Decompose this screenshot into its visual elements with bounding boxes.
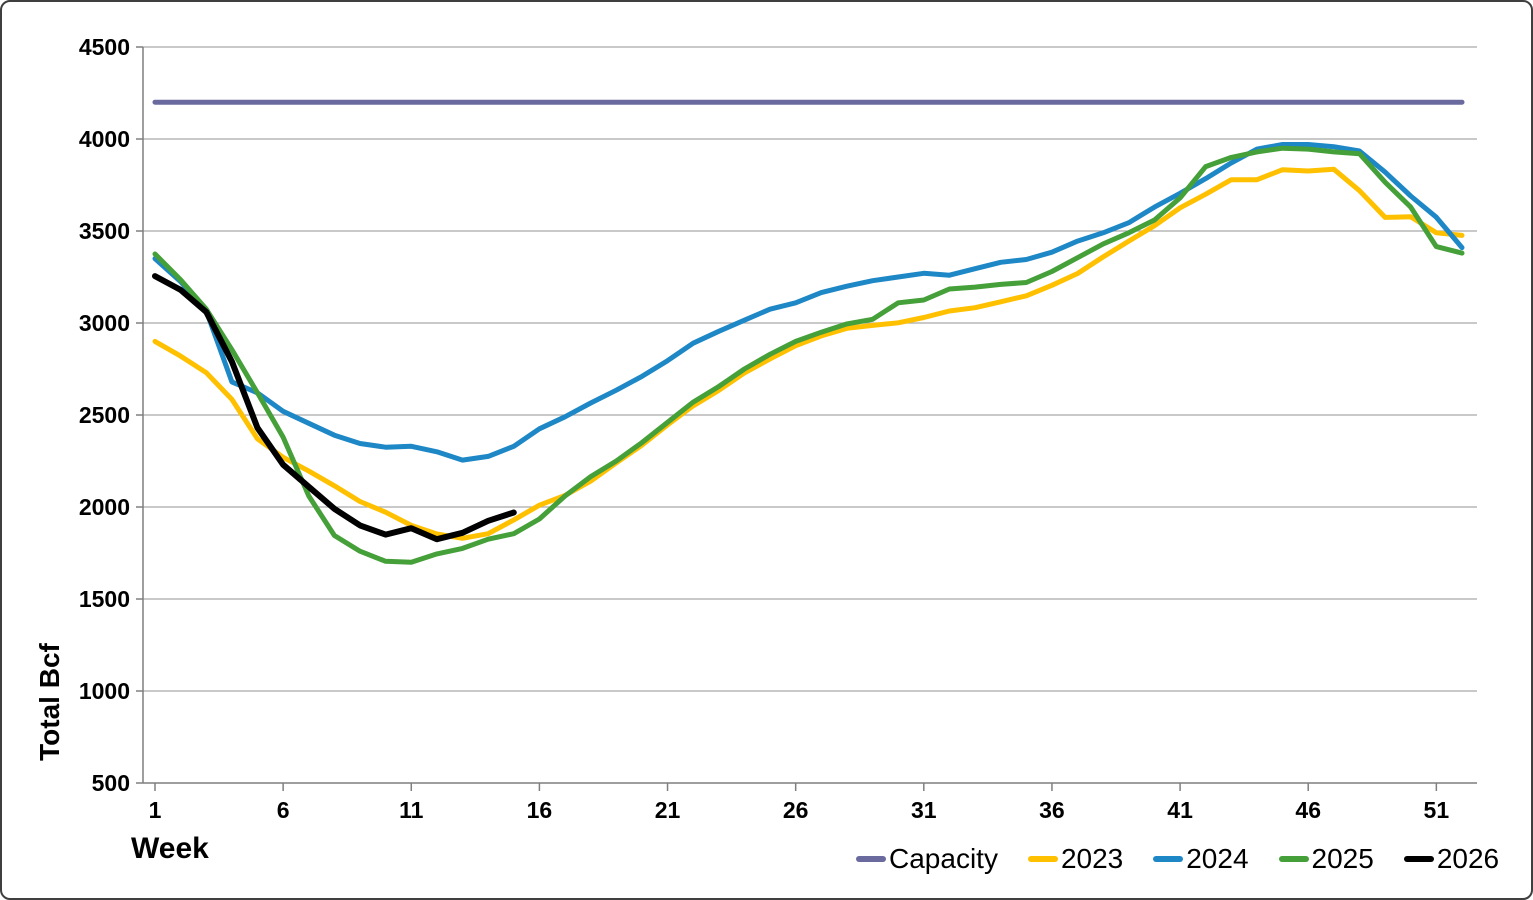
- y-tick-label-1000: 1000: [79, 678, 130, 704]
- series-2024-line: [152, 142, 1465, 463]
- legend: Capacity 2023 2024 2025 2026: [856, 842, 1499, 876]
- y-tick-label-2500: 2500: [79, 402, 130, 428]
- series-2023-line: [152, 166, 1465, 541]
- y-tick-label-4000: 4000: [79, 126, 130, 152]
- x-tick-label-41: 41: [1167, 797, 1193, 823]
- y-axis-title: Total Bcf: [34, 643, 65, 761]
- y-tick-label-4500: 4500: [79, 34, 130, 60]
- legend-label-capacity: Capacity: [889, 843, 998, 874]
- legend-swatch-2024: [1153, 856, 1184, 862]
- y-tick-label-3000: 3000: [79, 310, 130, 336]
- legend-item-2025: 2025: [1278, 843, 1374, 875]
- legend-item-2024: 2024: [1153, 843, 1249, 875]
- x-tick-label-1: 1: [149, 797, 162, 823]
- legend-item-2026: 2026: [1403, 843, 1500, 875]
- legend-swatch-2025: [1278, 856, 1309, 862]
- legend-label-2025: 2025: [1311, 843, 1374, 874]
- x-tick-label-31: 31: [911, 797, 937, 823]
- legend-swatch-capacity: [856, 856, 886, 862]
- y-tick-label-1500: 1500: [79, 586, 130, 612]
- legend-item-2023: 2023: [1027, 843, 1124, 875]
- x-tick-label-36: 36: [1039, 797, 1065, 823]
- series-2025-line: [152, 145, 1465, 565]
- y-tick-label-3500: 3500: [79, 218, 130, 244]
- legend-swatch-2023: [1027, 856, 1058, 862]
- x-axis-title: Week: [131, 832, 209, 865]
- x-tick-label-21: 21: [655, 797, 681, 823]
- x-tick-label-26: 26: [783, 797, 809, 823]
- x-tick-label-16: 16: [527, 797, 553, 823]
- x-tick-label-46: 46: [1295, 797, 1321, 823]
- x-tick-label-6: 6: [277, 797, 290, 823]
- x-tick-label-51: 51: [1424, 797, 1450, 823]
- legend-item-capacity: Capacity: [856, 843, 998, 875]
- legend-label-2023: 2023: [1060, 843, 1124, 874]
- series-2026-line: [152, 273, 517, 543]
- y-tick-label-2000: 2000: [79, 494, 130, 520]
- legend-label-2026: 2026: [1436, 843, 1500, 874]
- x-tick-label-11: 11: [399, 797, 424, 823]
- legend-swatch-2026: [1403, 856, 1434, 862]
- y-tick-label-500: 500: [92, 770, 130, 796]
- legend-label-2024: 2024: [1186, 843, 1249, 874]
